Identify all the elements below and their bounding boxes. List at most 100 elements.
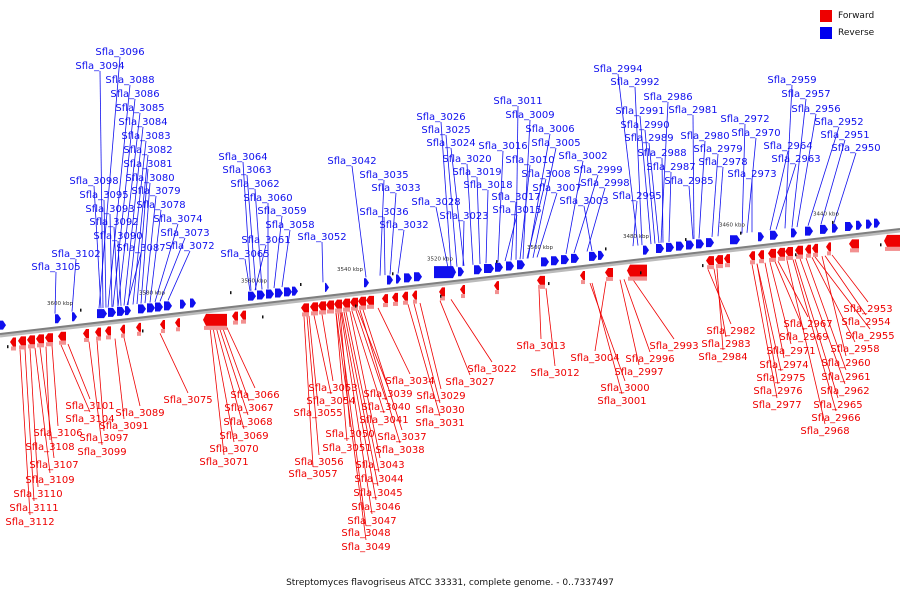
reverse-leader-line: [254, 188, 263, 290]
forward-leader-line: [340, 312, 373, 515]
forward-gene-arrow: [10, 337, 16, 347]
reverse-leader-line: [717, 166, 724, 237]
forward-gene-label: Sfla_2960: [821, 358, 870, 369]
reverse-gene-arrow: [866, 219, 872, 229]
kbp-ruler-label: 3560 kbp: [241, 278, 267, 284]
reverse-gene-arrow: [275, 288, 283, 298]
forward-gene-arrow: [136, 322, 141, 332]
forward-gene-label: Sfla_3045: [353, 488, 402, 499]
forward-leader-line: [51, 345, 59, 427]
kbp-ruler-label: 3580 kbp: [139, 290, 165, 296]
forward-gene-shadow: [302, 312, 309, 317]
forward-leader-line: [821, 256, 847, 357]
reverse-gene-arrow: [97, 309, 107, 319]
forward-gene-arrow: [18, 336, 26, 346]
axis-tick-mark: [548, 282, 550, 286]
reverse-gene-label: Sfla_3065: [220, 249, 269, 260]
forward-gene-label: Sfla_3041: [359, 415, 408, 426]
forward-leader-line: [377, 307, 411, 375]
forward-gene-label: Sfla_2971: [766, 346, 815, 357]
forward-gene-arrow: [203, 313, 227, 326]
reverse-leader-line: [440, 121, 452, 268]
reverse-leader-line: [93, 185, 102, 309]
axis-tick-mark: [496, 260, 498, 264]
reverse-leader-line: [711, 153, 719, 237]
forward-gene-label: Sfla_3071: [199, 457, 248, 468]
forward-leader-line: [221, 325, 250, 402]
reverse-gene-arrow: [643, 245, 649, 255]
reverse-leader-line: [435, 206, 449, 268]
forward-gene-label: Sfla_3101: [65, 401, 114, 412]
reverse-gene-label: Sfla_2990: [620, 120, 669, 131]
forward-leader-line: [713, 268, 727, 338]
forward-gene-shadow: [204, 325, 227, 330]
reverse-gene-label: Sfla_3002: [558, 151, 607, 162]
forward-gene-shadow: [176, 327, 180, 332]
reverse-gene-label: Sfla_3094: [75, 61, 124, 72]
reverse-gene-label: Sfla_3064: [218, 152, 267, 163]
forward-gene-shadow: [367, 304, 374, 309]
forward-gene-label: Sfla_3031: [415, 418, 464, 429]
label-leader-lines: [19, 56, 871, 541]
reverse-gene-label: Sfla_2978: [698, 157, 747, 168]
reverse-gene-arrow: [791, 228, 797, 238]
forward-leader-line: [792, 259, 837, 412]
forward-leader-line: [321, 314, 334, 382]
axis-tick-mark: [142, 329, 144, 333]
forward-gene-arrow: [768, 248, 776, 258]
reverse-leader-line: [466, 163, 474, 265]
forward-gene-arrow: [537, 275, 545, 285]
forward-leader-line: [209, 327, 225, 456]
reverse-gene-label: Sfla_3026: [416, 112, 465, 123]
forward-gene-shadow: [59, 340, 66, 345]
reverse-gene-label: Sfla_3010: [505, 155, 554, 166]
reverse-leader-line: [246, 174, 257, 291]
reverse-gene-label: Sfla_3042: [327, 156, 376, 167]
forward-gene-arrow: [318, 301, 326, 311]
reverse-leader-line: [273, 215, 283, 289]
forward-gene-label: Sfla_3109: [25, 475, 74, 486]
reverse-gene-label: Sfla_3083: [121, 131, 170, 142]
reverse-gene-arrow: [458, 267, 464, 277]
forward-gene-label: Sfla_3050: [325, 429, 374, 440]
reverse-leader-line: [660, 101, 669, 243]
reverse-gene-label: Sfla_2999: [573, 165, 622, 176]
forward-gene-label: Sfla_3029: [416, 391, 465, 402]
reverse-leader-line: [109, 213, 113, 307]
forward-gene-arrow: [392, 292, 398, 302]
forward-gene-arrow: [812, 243, 818, 253]
forward-gene-label: Sfla_3070: [209, 444, 258, 455]
reverse-gene-label: Sfla_3105: [31, 262, 80, 273]
axis-tick-mark: [685, 238, 687, 242]
reverse-gene-label: Sfla_3072: [165, 241, 214, 252]
reverse-leader-line: [573, 174, 599, 254]
forward-gene-label: Sfla_3039: [363, 389, 412, 400]
forward-gene-label: Sfla_2983: [701, 339, 750, 350]
reverse-leader-line: [634, 86, 643, 246]
reverse-leader-line: [796, 113, 817, 228]
forward-leader-line: [114, 338, 125, 420]
forward-leader-line: [123, 337, 141, 407]
reverse-gene-arrow: [125, 306, 131, 316]
forward-gene-arrow: [724, 254, 730, 264]
forward-gene-label: Sfla_2953: [843, 304, 892, 315]
forward-gene-arrow: [605, 267, 613, 277]
forward-gene-shadow: [606, 276, 613, 281]
forward-leader-line: [96, 340, 105, 432]
reverse-leader-line: [485, 189, 489, 264]
forward-leader-line: [337, 312, 367, 527]
forward-gene-arrow: [849, 239, 859, 249]
forward-leader-line: [29, 348, 39, 488]
forward-gene-arrow: [439, 287, 445, 297]
forward-gene-arrow: [627, 264, 647, 277]
forward-gene-arrow: [366, 295, 374, 305]
reverse-gene-arrow: [248, 291, 256, 301]
forward-gene-arrow: [706, 256, 714, 266]
forward-gene-label: Sfla_3034: [385, 376, 434, 387]
reverse-leader-line: [565, 160, 584, 255]
forward-leader-line: [39, 347, 55, 459]
reverse-leader-line: [807, 126, 840, 226]
reverse-gene-arrow: [856, 220, 862, 230]
reverse-gene-label: Sfla_2994: [593, 64, 642, 75]
reverse-gene-label: Sfla_2951: [820, 130, 869, 141]
